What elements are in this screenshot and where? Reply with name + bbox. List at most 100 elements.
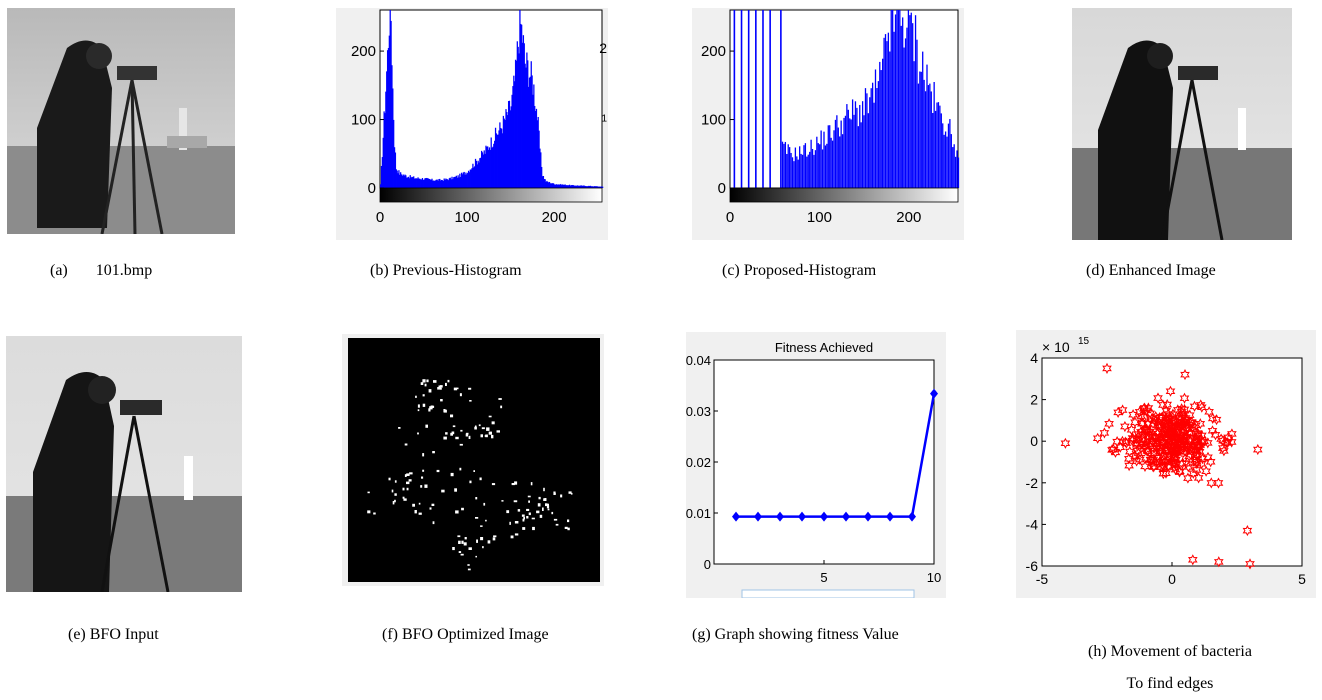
histogram-bar [498,130,500,188]
histogram-bar [481,152,484,188]
histogram-bar [570,185,572,188]
bacteria-point [1184,427,1195,439]
enhanced-image-d [1072,8,1292,240]
histogram-bar [586,186,588,188]
histogram-bar [442,180,444,188]
histogram-bar [534,111,537,188]
histogram-bar [817,143,819,188]
histogram-bar [408,178,410,188]
histogram-bar [867,113,869,188]
histogram-bar [509,110,511,188]
histogram-bar [386,50,389,188]
histogram-bar [413,178,416,188]
histogram-bar [400,172,402,188]
histogram-bar [937,102,940,188]
histogram-bar [861,101,864,188]
histogram-bar [843,117,845,188]
bacteria-point [1176,405,1187,418]
histogram-bar [799,146,801,188]
bacteria-point [1132,437,1143,449]
edge-pixel [432,521,435,525]
histogram-bar [446,179,448,188]
histogram-bar [823,131,825,188]
edge-pixel [402,496,405,499]
histogram-bar [419,178,421,188]
histogram-bar [588,185,591,188]
edge-pixel [450,414,454,418]
edge-pixel [506,510,510,514]
histogram-bar [598,186,600,188]
histogram-bar [385,91,387,188]
histogram-bar [585,186,587,188]
bacteria-point [1099,427,1110,439]
histogram-bar [403,175,405,188]
caption-b: (b) Previous-Histogram [370,262,522,279]
edge-pixel [554,492,556,495]
histogram-bar [490,137,492,188]
edge-pixel [513,500,518,503]
histogram-bar [470,169,472,188]
edge-pixel [480,434,483,438]
bacteria-point [1191,449,1202,461]
histogram-bar [950,134,952,188]
histogram-bars [733,10,960,189]
caption-g: (g) Graph showing fitness Value [692,626,899,643]
edge-pixel [392,501,395,505]
edge-pixel [398,427,401,429]
edge-pixel [367,491,370,494]
histogram-bar [554,184,557,188]
histogram-bar [876,88,878,188]
histogram-bar [448,178,451,188]
bacteria-point [1184,409,1195,421]
bacteria-point [1197,429,1207,442]
histogram-bar [567,185,569,188]
edge-pixel [424,484,428,488]
histogram-bar [474,166,476,188]
fitness-graph-chart: Fitness Achieved 0 0.01 0.02 0.03 0.04 5 10 [686,332,946,598]
edge-pixel [406,473,410,476]
edge-pixel [555,523,559,526]
histogram-bar [954,156,957,188]
histogram-bar [407,176,410,188]
edge-pixel [454,488,457,492]
edge-pixel [459,393,462,397]
histogram-bar [590,186,592,188]
edge-pixels [367,379,573,571]
histogram-bar [568,185,570,188]
histogram-bar [445,178,447,188]
histogram-bar [844,115,847,188]
histogram-bar [499,122,501,188]
bacteria-point [1192,427,1203,439]
histogram-bar [581,185,584,188]
bacteria-point [1152,428,1163,440]
histogram-bar [471,168,473,188]
histogram-bar [533,84,535,188]
histogram-bar [814,150,817,188]
bacteria-point [1143,402,1154,414]
histogram-bar [458,177,460,188]
edge-pixel [531,517,535,520]
histogram-bar [380,184,382,188]
bacteria-point [1195,418,1206,430]
histogram-bar [907,10,910,188]
edge-pixel [481,427,485,430]
histogram-bar [406,177,408,188]
y-tick-label: 200 [351,43,376,60]
histogram-bar [956,150,958,188]
histogram-bar [449,177,451,188]
edge-pixel [480,537,484,541]
edge-pixel [424,383,427,387]
edge-pixel [560,494,563,498]
edge-pixel [475,425,477,428]
y-tick-label: 2 [1030,392,1038,408]
bacteria-point [1181,457,1192,470]
histogram-bar [487,149,490,188]
histogram-bar [811,148,814,188]
histogram-bar [841,134,844,188]
histogram-bar [552,183,554,188]
histogram-bar [870,88,872,188]
histogram-bar [833,130,835,188]
edge-pixel [491,421,495,425]
histogram-bar [550,183,552,188]
edge-pixel [457,535,461,538]
